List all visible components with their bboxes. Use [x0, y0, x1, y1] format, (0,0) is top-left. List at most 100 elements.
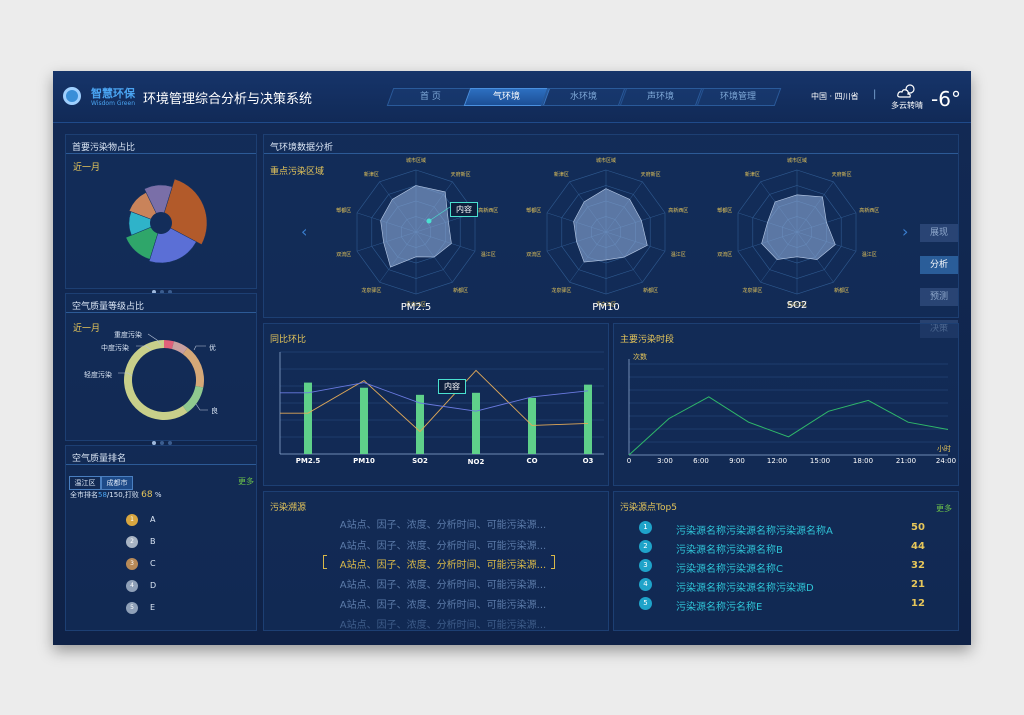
bar	[360, 387, 368, 454]
panel-title: 首要污染物占比	[72, 143, 136, 153]
radar-axis-label: 城市区域	[787, 157, 807, 164]
source-value: 44	[911, 541, 925, 552]
radar-tooltip: 内容	[450, 202, 478, 217]
radar-axis-label: 青白江区	[787, 301, 807, 308]
source-value: 21	[911, 579, 925, 590]
radar-axis-label: 龙泉驿区	[361, 287, 381, 294]
dot[interactable]	[168, 290, 172, 294]
pie-slice	[160, 178, 208, 245]
radar-axis-label: 龙泉驿区	[551, 287, 571, 294]
radar-axis-label: 新津区	[745, 171, 760, 178]
line-tick-label: 0	[626, 457, 632, 465]
line-tick-label: 15:00	[809, 457, 831, 465]
highlight-bracket-left	[323, 555, 327, 569]
radar-axis-label: 天府新区	[832, 171, 852, 178]
bar-tick-label: PM10	[353, 457, 375, 465]
radar-axis-label: 温江区	[481, 251, 496, 258]
source-value: 50	[911, 522, 925, 533]
trace-line[interactable]: A站点、因子、浓度、分析时间、可能污染源...	[339, 620, 547, 631]
nav-water[interactable]: 水环境	[540, 88, 628, 106]
dot[interactable]	[168, 441, 172, 445]
radar-axis-label: 高新西区	[859, 207, 879, 214]
label-good: 良	[211, 407, 218, 415]
trace-panel: 污染溯源	[263, 491, 609, 631]
radar-axis-label: 高新西区	[668, 207, 688, 214]
dot[interactable]	[160, 290, 164, 294]
side-button-analysis[interactable]: 分析	[920, 256, 958, 274]
trace-line-highlighted[interactable]: A站点、因子、浓度、分析时间、可能污染源...	[339, 560, 547, 571]
radar-axis-label: 新都区	[643, 287, 658, 294]
top5-row[interactable]: 2 污染源名称污染源名称B 44	[639, 539, 969, 556]
tab-district[interactable]: 温江区	[69, 476, 101, 490]
trace-line[interactable]: A站点、因子、浓度、分析时间、可能污染源...	[339, 541, 547, 552]
more-link[interactable]: 更多	[936, 504, 952, 513]
donut-segment	[182, 385, 204, 413]
radar-axis-label: 郫都区	[336, 207, 351, 214]
trace-line[interactable]: A站点、因子、浓度、分析时间、可能污染源...	[339, 600, 547, 611]
period-label: 近一月	[73, 324, 101, 334]
carousel-dots	[147, 279, 177, 298]
radar-axis-label: 天府新区	[641, 171, 661, 178]
yoy-panel: 同比环比 内容 PM2.5 PM10 SO2 NO2 CO O3	[263, 323, 609, 486]
more-link[interactable]: 更多	[238, 477, 254, 486]
tab-city[interactable]: 成都市	[101, 476, 133, 490]
source-name: 污染源名称污染源名称污染源D	[676, 583, 814, 594]
side-button-display[interactable]: 展现	[920, 224, 958, 242]
carousel-dots	[147, 430, 177, 449]
region-label: 中国 · 四川省	[811, 92, 859, 101]
period-line-chart	[628, 359, 949, 456]
nav-air[interactable]: 气环境	[463, 88, 551, 106]
dot[interactable]	[152, 441, 156, 445]
title-divider	[66, 312, 256, 313]
next-arrow-icon[interactable]: ›	[902, 222, 909, 241]
top5-row[interactable]: 4 污染源名称污染源名称污染源D 21	[639, 577, 969, 594]
rank-summary: 全市排名58/150,打败 68 %	[70, 490, 162, 500]
air-ranking-panel: 空气质量排名 更多 全市排名58/150,打败 68 % 1 A 2 B 3 C…	[65, 445, 257, 631]
pollutant-share-panel: 首要污染物占比 近一月	[65, 134, 257, 294]
nav-management[interactable]: 环境管理	[694, 88, 782, 106]
radar-label-pm25: PM2.5	[400, 302, 432, 313]
period-title: 主要污染时段	[620, 335, 675, 345]
trace-line[interactable]: A站点、因子、浓度、分析时间、可能污染源...	[339, 520, 547, 531]
line-tick-label: 3:00	[657, 457, 673, 465]
line-tick-label: 12:00	[766, 457, 788, 465]
series-line	[280, 382, 589, 412]
panel-title: 空气质量等级占比	[72, 302, 145, 312]
donut-segment	[164, 340, 174, 350]
radar-axis-label: 新都区	[834, 287, 849, 294]
medal-icon: 5	[126, 602, 138, 614]
medal-icon: 1	[126, 514, 138, 526]
radar-axis-label: 天府新区	[451, 171, 471, 178]
dot[interactable]	[160, 441, 164, 445]
top5-row[interactable]: 1 污染源名称污染源名称污染源名称A 50	[639, 520, 969, 537]
label-severe: 重度污染	[114, 331, 142, 339]
pollutant-pie-chart	[125, 178, 208, 264]
radar-axis-label: 城市区域	[406, 157, 426, 164]
title-divider	[66, 464, 256, 465]
rank-badge: 1	[639, 521, 652, 534]
top5-row[interactable]: 3 污染源名称污染源名称C 32	[639, 558, 969, 575]
trace-title: 污染溯源	[270, 503, 307, 513]
bar-tick-label: NO2	[467, 458, 485, 466]
logo-text: 智慧环保	[91, 87, 135, 100]
radar-area	[573, 188, 648, 263]
source-value: 32	[911, 560, 925, 571]
radar-axis-label: 城市区域	[596, 157, 616, 164]
donut-segment	[124, 340, 188, 420]
rank-badge: 3	[639, 559, 652, 572]
top5-row[interactable]: 5 污染源名称污名称E 12	[639, 596, 969, 613]
dot[interactable]	[152, 290, 156, 294]
radar-axis-label: 青白江区	[406, 301, 426, 308]
radar-axis-label: 郫都区	[717, 207, 732, 214]
bar-tick-label: O3	[582, 457, 594, 465]
nav-home[interactable]: 首 页	[386, 88, 474, 106]
donut-segment	[182, 347, 204, 388]
prev-arrow-icon[interactable]: ‹	[301, 222, 308, 241]
nav-sound[interactable]: 声环境	[617, 88, 705, 106]
side-button-forecast[interactable]: 预测	[920, 288, 958, 306]
trace-line[interactable]: A站点、因子、浓度、分析时间、可能污染源...	[339, 580, 547, 591]
bar-tick-label: CO	[526, 457, 538, 465]
radar-axis-label: 龙泉驿区	[742, 287, 762, 294]
air-analysis-panel: 气环境数据分析 重点污染区域 城市区域 天府新区 高新西区 温江区 新都区 青白江区 龙泉驿…	[263, 134, 959, 318]
title-divider	[264, 153, 958, 154]
